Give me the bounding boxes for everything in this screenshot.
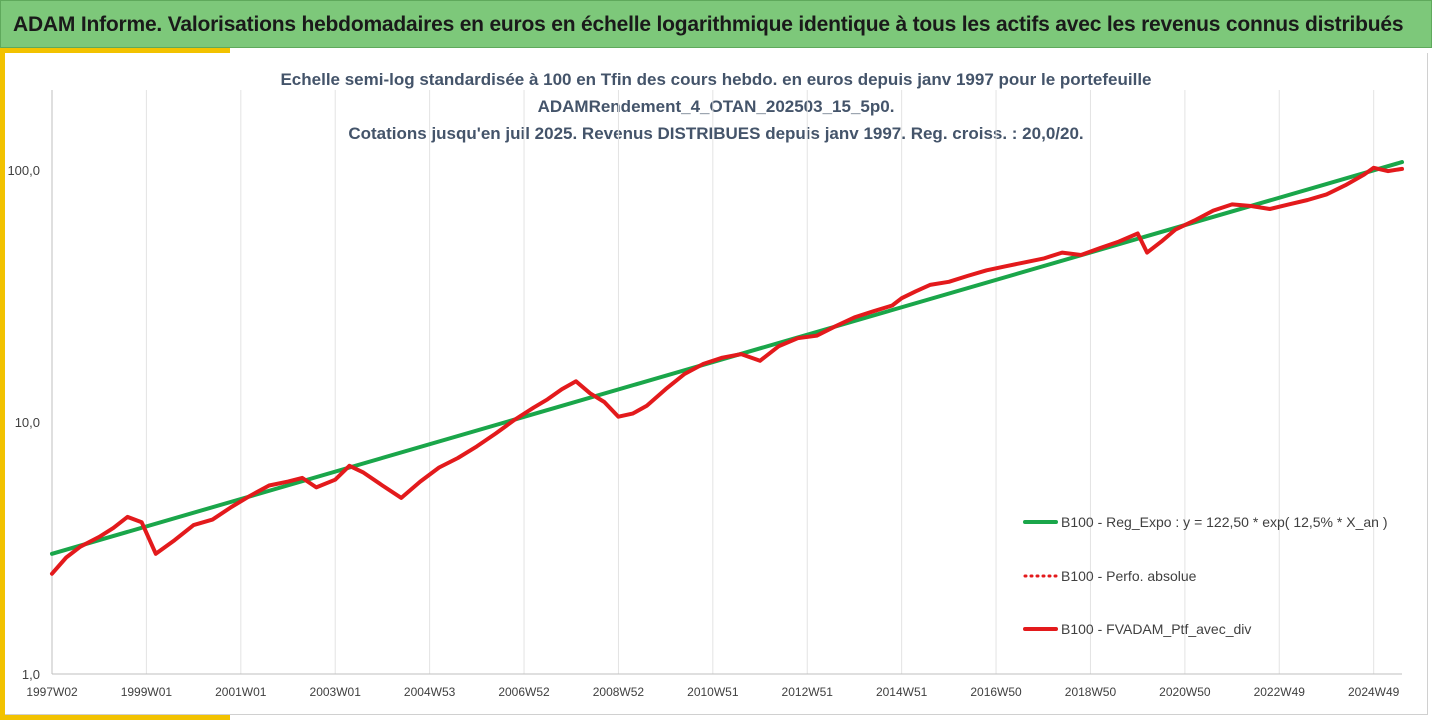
chart-grid	[51, 90, 1375, 674]
x-tick-label: 2022W49	[1254, 685, 1306, 699]
x-tick-label: 2024W49	[1348, 685, 1400, 699]
y-tick-label: 10,0	[15, 415, 40, 430]
x-tick-label: 2010W51	[687, 685, 739, 699]
legend-label: B100 - FVADAM_Ptf_avec_div	[1061, 621, 1251, 637]
chart-series	[50, 160, 1404, 576]
chart-title-line-3: Cotations jusqu'en juil 2025. Revenus DI…	[348, 124, 1084, 143]
x-tick-label: 2008W52	[593, 685, 645, 699]
x-tick-label: 2016W50	[970, 685, 1022, 699]
y-tick-label: 1,0	[22, 667, 40, 682]
legend-label: B100 - Reg_Expo : y = 122,50 * exp( 12,5…	[1061, 514, 1387, 530]
x-tick-label: 2004W53	[404, 685, 456, 699]
chart-legend: B100 - Reg_Expo : y = 122,50 * exp( 12,5…	[1023, 514, 1387, 637]
series-line-3	[50, 165, 1404, 576]
series-line-2	[50, 166, 1404, 576]
x-tick-label: 2014W51	[876, 685, 928, 699]
chart-axes: 1,0 10,0 100,0 1997W02 1999W01 2001W01 2003W01…	[7, 90, 1402, 699]
x-tick-label: 2003W01	[310, 685, 362, 699]
x-tick-label: 2020W50	[1159, 685, 1211, 699]
accent-bar-bottom	[0, 714, 230, 720]
chart-frame	[5, 53, 1428, 715]
chart-title-line-1: Echelle semi-log standardisée à 100 en T…	[280, 70, 1152, 89]
report-title: ADAM Informe. Valorisations hebdomadaire…	[13, 13, 1404, 36]
accent-bar-top	[0, 48, 230, 53]
chart-title-line-2: ADAMRendement_4_OTAN_202503_15_5p0.	[537, 97, 895, 116]
x-tick-label: 2012W51	[782, 685, 834, 699]
y-tick-label: 100,0	[7, 163, 40, 178]
x-tick-label: 2018W50	[1065, 685, 1117, 699]
x-tick-label: 1999W01	[121, 685, 173, 699]
x-tick-label: 1997W02	[26, 685, 78, 699]
report-banner: ADAM Informe. Valorisations hebdomadaire…	[0, 0, 1432, 48]
legend-label: B100 - Perfo. absolue	[1061, 568, 1197, 584]
accent-bar-left	[0, 48, 5, 720]
x-tick-label: 2001W01	[215, 685, 267, 699]
x-tick-label: 2006W52	[498, 685, 550, 699]
